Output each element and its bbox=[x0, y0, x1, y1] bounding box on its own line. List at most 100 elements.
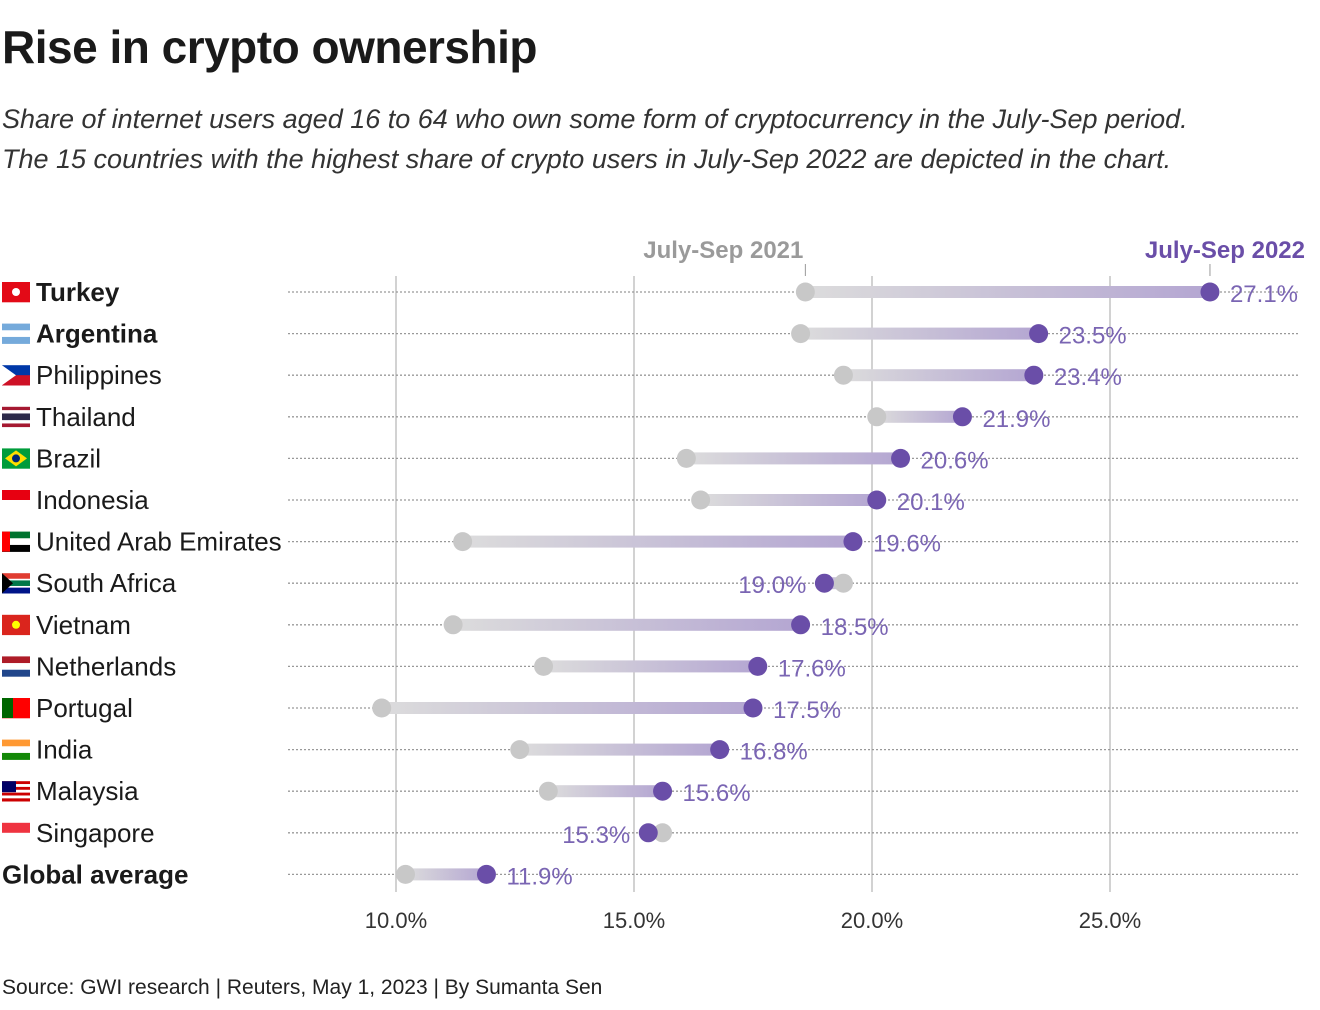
flag-stripe bbox=[2, 330, 30, 338]
subtitle-line-1: Share of internet users aged 16 to 64 wh… bbox=[2, 104, 1188, 134]
dot-2021 bbox=[867, 407, 887, 427]
country-label: Brazil bbox=[36, 443, 101, 473]
chart-title: Rise in crypto ownership bbox=[2, 21, 538, 73]
country-label: Malaysia bbox=[36, 776, 139, 806]
flag-stripe bbox=[2, 739, 30, 747]
change-bar bbox=[543, 660, 758, 673]
flag-stripe bbox=[2, 573, 30, 580]
flag-part bbox=[12, 288, 20, 296]
change-bar bbox=[462, 535, 853, 548]
value-label-2022: 15.3% bbox=[562, 822, 630, 849]
flag-part bbox=[2, 781, 16, 793]
value-label-2022: 17.5% bbox=[773, 697, 841, 724]
row-indonesia: Indonesia 20.1% bbox=[2, 485, 1298, 516]
row-south-africa: South Africa 19.0% bbox=[2, 568, 1298, 599]
change-bar bbox=[519, 743, 720, 756]
value-label-2022: 11.9% bbox=[506, 863, 572, 890]
flag-part bbox=[12, 454, 20, 463]
flag-stripe bbox=[2, 375, 30, 386]
row-global-average: Global average 11.9% bbox=[2, 859, 1298, 890]
vietnam-flag-icon bbox=[2, 614, 30, 636]
country-label: Indonesia bbox=[36, 485, 149, 515]
flag-stripe bbox=[2, 323, 30, 331]
country-label: Netherlands bbox=[36, 651, 176, 681]
flag-stripe bbox=[2, 669, 30, 677]
dot-2022 bbox=[1024, 365, 1044, 385]
south-africa-flag-icon bbox=[2, 573, 30, 594]
row-india: India 16.8% bbox=[2, 735, 1298, 766]
row-argentina: Argentina 23.5% bbox=[2, 319, 1298, 350]
flag-stripe bbox=[2, 585, 30, 588]
row-philippines: Philippines 23.4% bbox=[2, 360, 1298, 391]
dot-2022 bbox=[843, 532, 863, 552]
flag-stripe bbox=[2, 413, 30, 421]
dot-2022 bbox=[710, 740, 730, 760]
row-brazil: Brazil 20.6% bbox=[2, 443, 1298, 474]
flag-stripe bbox=[2, 656, 30, 664]
turkey-flag-icon bbox=[2, 282, 30, 303]
value-label-2022: 27.1% bbox=[1230, 281, 1298, 308]
flag-stripe bbox=[2, 490, 30, 501]
x-tick-label: 20.0% bbox=[841, 908, 903, 933]
netherlands-flag-icon bbox=[2, 656, 30, 677]
legend-2022: July-Sep 2022 bbox=[1145, 237, 1305, 264]
flag-stripe bbox=[2, 500, 30, 511]
dot-2021 bbox=[691, 490, 711, 510]
row-malaysia: Malaysia 15.6% bbox=[2, 776, 1298, 807]
indonesia-flag-icon bbox=[2, 490, 30, 511]
value-label-2022: 19.0% bbox=[738, 572, 806, 599]
thailand-flag-icon bbox=[2, 406, 30, 428]
flag-part bbox=[2, 698, 13, 718]
legend-2021: July-Sep 2021 bbox=[643, 237, 803, 264]
dot-2022 bbox=[867, 490, 887, 510]
flag-stripe bbox=[2, 822, 30, 834]
row-united-arab-emirates: United Arab Emirates 19.6% bbox=[2, 527, 1298, 558]
value-label-2022: 23.5% bbox=[1059, 323, 1127, 350]
dot-2021 bbox=[453, 532, 473, 552]
row-vietnam: Vietnam 18.5% bbox=[2, 610, 1298, 641]
flag-stripe bbox=[2, 752, 30, 760]
change-bar bbox=[686, 452, 901, 465]
value-label-2022: 15.6% bbox=[683, 780, 751, 807]
dot-2021 bbox=[510, 740, 530, 760]
argentina-flag-icon bbox=[2, 323, 30, 344]
dot-2021 bbox=[653, 823, 673, 843]
dot-2021 bbox=[795, 282, 815, 302]
value-label-2022: 20.6% bbox=[921, 447, 989, 474]
value-label-2022: 19.6% bbox=[873, 531, 941, 558]
flag-stripe bbox=[2, 746, 30, 754]
flag-stripe bbox=[2, 795, 30, 799]
change-bar bbox=[548, 785, 663, 798]
dot-2022 bbox=[1029, 324, 1049, 344]
flag-part bbox=[2, 531, 10, 552]
country-label: Singapore bbox=[36, 818, 155, 848]
dot-2022 bbox=[476, 864, 496, 884]
flag-stripe bbox=[2, 423, 30, 428]
dot-2022 bbox=[1200, 282, 1220, 302]
dot-2022 bbox=[952, 407, 972, 427]
flag-stripe bbox=[2, 580, 30, 587]
flag-part bbox=[12, 620, 20, 629]
flag-stripe bbox=[2, 538, 30, 546]
brazil-flag-icon bbox=[2, 448, 30, 469]
dot-2021 bbox=[372, 698, 392, 718]
dot-2021 bbox=[833, 365, 853, 385]
flag-stripe bbox=[2, 663, 30, 671]
subtitle-line-2: The 15 countries with the highest share … bbox=[2, 144, 1172, 174]
change-bar bbox=[453, 618, 801, 631]
dot-2022 bbox=[638, 823, 658, 843]
flag-stripe bbox=[2, 578, 30, 581]
source-note: Source: GWI research | Reuters, May 1, 2… bbox=[2, 976, 603, 999]
change-bar bbox=[381, 702, 753, 714]
dot-2021 bbox=[396, 864, 416, 884]
india-flag-icon bbox=[2, 739, 30, 760]
value-label-2022: 18.5% bbox=[821, 614, 889, 641]
dot-2021 bbox=[791, 324, 811, 344]
dot-2022 bbox=[653, 781, 673, 801]
uae-flag-icon bbox=[2, 531, 30, 552]
flag-part bbox=[2, 573, 13, 594]
country-label: Global average bbox=[2, 859, 188, 889]
x-tick-label: 10.0% bbox=[365, 908, 427, 933]
dot-2021 bbox=[833, 573, 853, 593]
